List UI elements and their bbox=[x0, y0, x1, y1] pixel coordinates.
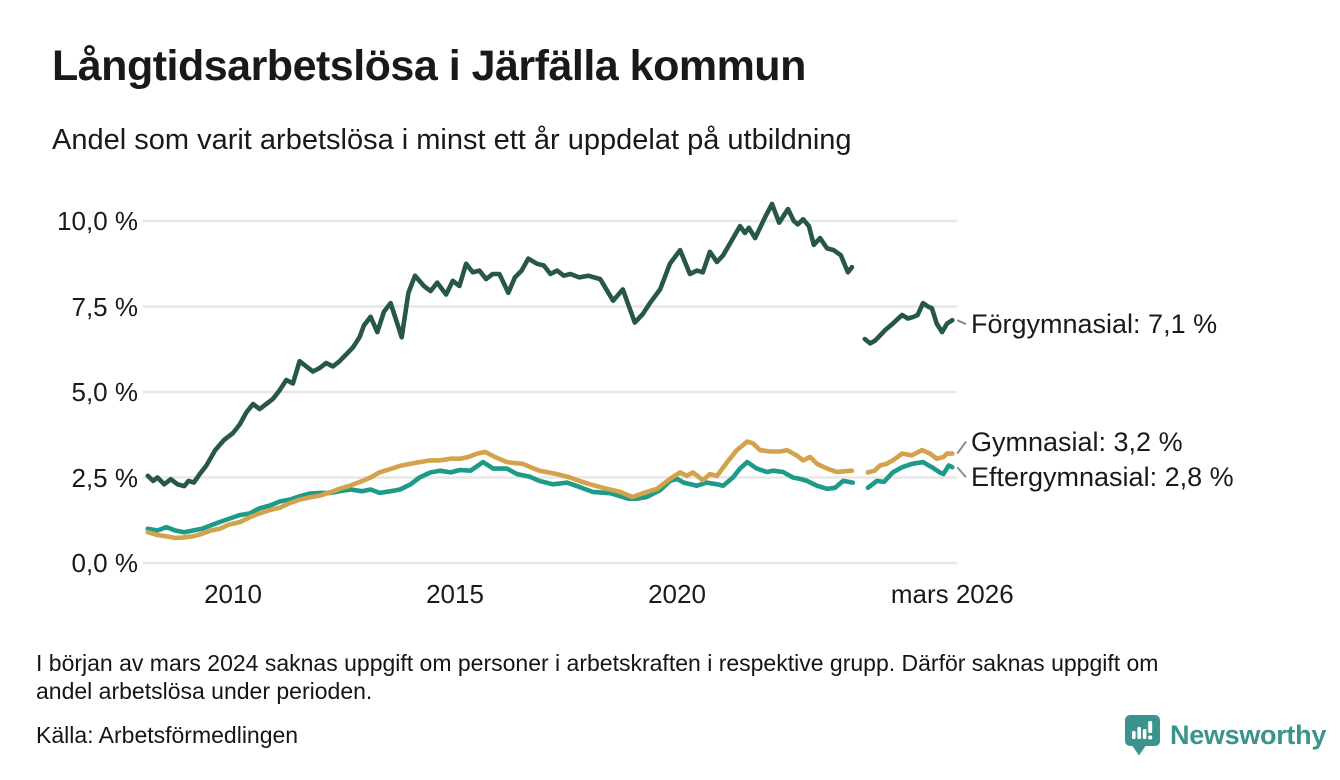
footnote-line-2: andel arbetslösa under perioden. bbox=[36, 678, 373, 704]
source-attribution: Källa: Arbetsförmedlingen bbox=[36, 722, 299, 748]
y-tick-label: 7,5 % bbox=[71, 291, 139, 322]
page-subtitle: Andel som varit arbetslösa i minst ett å… bbox=[52, 124, 852, 156]
label-connector bbox=[956, 319, 967, 326]
series-line-gymnasial bbox=[145, 439, 855, 541]
series-line-förgymnasial bbox=[145, 201, 855, 489]
series-line-eftergymnasial bbox=[865, 459, 955, 491]
x-tick-label: 2015 bbox=[426, 579, 484, 609]
series-line-gymnasial bbox=[865, 447, 955, 475]
x-tick-label: mars 2026 bbox=[890, 579, 1014, 609]
logo-wordmark: Newsworthy bbox=[1170, 720, 1327, 750]
y-tick-label: 10,0 % bbox=[57, 206, 138, 236]
label-connector bbox=[956, 440, 967, 455]
bar-chart-speech-bubble-icon bbox=[1125, 715, 1160, 756]
series-line-förgymnasial bbox=[862, 300, 955, 346]
series-end-label-eftergymnasial: Eftergymnasial: 2,8 % bbox=[971, 462, 1234, 493]
series-line-eftergymnasial bbox=[145, 459, 856, 535]
label-connector bbox=[956, 466, 967, 478]
page-title: Långtidsarbetslösa i Järfälla kommun bbox=[52, 42, 806, 90]
y-tick-label: 5,0 % bbox=[71, 377, 139, 407]
y-tick-label: 0,0 % bbox=[71, 548, 139, 578]
newsworthy-logo: Newsworthy bbox=[1124, 714, 1326, 757]
footnote-line-1: I början av mars 2024 saknas uppgift om … bbox=[36, 650, 1159, 676]
series-end-label-förgymnasial: Förgymnasial: 7,1 % bbox=[971, 309, 1218, 340]
y-tick-label: 2,5 % bbox=[71, 462, 139, 493]
series-end-label-gymnasial: Gymnasial: 3,2 % bbox=[971, 426, 1183, 457]
x-tick-label: 2020 bbox=[648, 579, 706, 609]
x-tick-label: 2010 bbox=[204, 579, 262, 609]
